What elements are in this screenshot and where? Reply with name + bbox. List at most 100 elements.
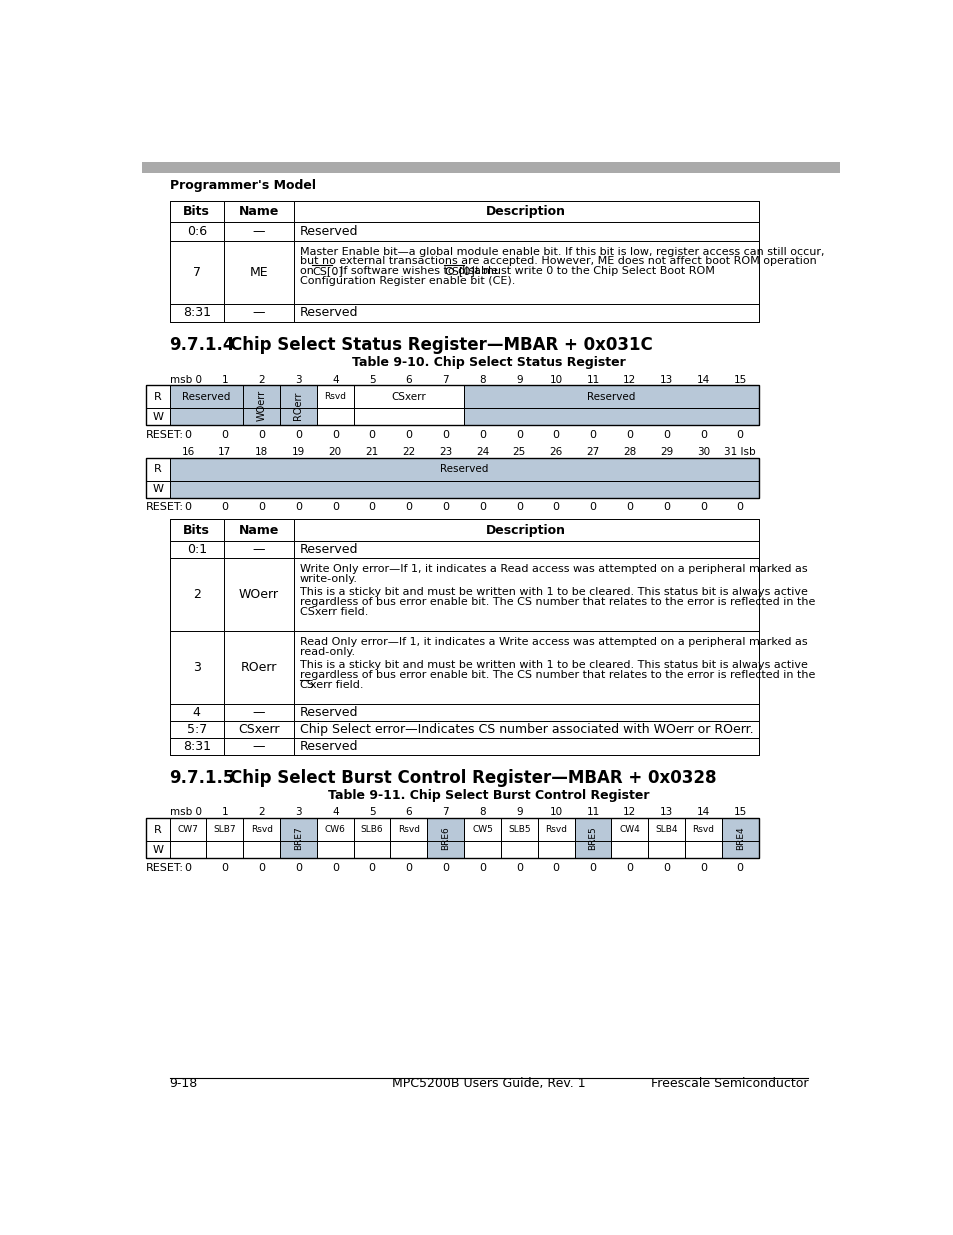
- Bar: [146, 385, 170, 409]
- Text: 0: 0: [589, 503, 596, 513]
- Text: write-only.: write-only.: [299, 574, 357, 584]
- Bar: [146, 385, 758, 425]
- Text: This is a sticky bit and must be written with 1 to be cleared. This status bit i: This is a sticky bit and must be written…: [299, 587, 807, 597]
- Bar: [170, 520, 758, 541]
- Text: Table 9-11. Chip Select Burst Control Register: Table 9-11. Chip Select Burst Control Re…: [328, 789, 649, 802]
- Bar: [464, 385, 758, 409]
- Text: 0: 0: [662, 430, 669, 440]
- Bar: [170, 739, 758, 755]
- Text: SLB6: SLB6: [360, 825, 383, 834]
- Bar: [294, 721, 758, 739]
- Text: 0: 0: [552, 863, 559, 873]
- Text: 6: 6: [405, 374, 412, 384]
- Bar: [684, 841, 721, 858]
- Text: Write Only error—If 1, it indicates a Read access was attempted on a peripheral : Write Only error—If 1, it indicates a Re…: [299, 564, 806, 574]
- Bar: [170, 304, 224, 322]
- Text: 0: 0: [516, 863, 522, 873]
- Text: 0: 0: [221, 503, 228, 513]
- Text: 3: 3: [294, 374, 301, 384]
- Bar: [224, 304, 294, 322]
- Text: 3: 3: [294, 808, 301, 818]
- Text: 0: 0: [589, 863, 596, 873]
- Bar: [294, 241, 758, 304]
- Text: 8: 8: [478, 374, 485, 384]
- Text: , it must write 0 to the Chip Select Boot ROM: , it must write 0 to the Chip Select Boo…: [464, 266, 714, 275]
- Text: 13: 13: [659, 374, 673, 384]
- Bar: [316, 818, 354, 841]
- Text: Name: Name: [238, 524, 278, 537]
- Text: 7: 7: [442, 808, 449, 818]
- Text: R: R: [154, 464, 162, 474]
- Text: Configuration Register enable bit (CE).: Configuration Register enable bit (CE).: [299, 275, 515, 285]
- Text: BRE6: BRE6: [440, 826, 450, 850]
- Text: Reserved: Reserved: [299, 306, 358, 320]
- Bar: [243, 841, 280, 858]
- Bar: [146, 458, 758, 498]
- Bar: [294, 200, 758, 222]
- Text: 25: 25: [512, 447, 525, 457]
- Text: R: R: [154, 825, 162, 835]
- Text: 0:6: 0:6: [187, 225, 207, 238]
- Text: 0: 0: [294, 430, 302, 440]
- Text: 0: 0: [405, 430, 412, 440]
- Bar: [243, 385, 280, 425]
- Text: 12: 12: [622, 808, 636, 818]
- Text: 22: 22: [402, 447, 416, 457]
- Text: CW5: CW5: [472, 825, 493, 834]
- Text: 12: 12: [622, 374, 636, 384]
- Text: 31 lsb: 31 lsb: [723, 447, 755, 457]
- Bar: [537, 841, 574, 858]
- Bar: [224, 721, 294, 739]
- Text: 0: 0: [184, 430, 192, 440]
- Bar: [500, 841, 537, 858]
- Text: 9: 9: [516, 374, 522, 384]
- Text: Bits: Bits: [183, 524, 210, 537]
- Text: —: —: [253, 543, 265, 556]
- Text: ROerr: ROerr: [294, 391, 303, 420]
- Bar: [146, 818, 758, 858]
- Bar: [464, 841, 500, 858]
- Bar: [206, 818, 243, 841]
- Bar: [170, 241, 758, 304]
- Text: 0: 0: [700, 503, 706, 513]
- Text: 5:7: 5:7: [187, 722, 207, 736]
- Bar: [280, 818, 316, 858]
- Bar: [224, 200, 294, 222]
- Bar: [316, 385, 354, 409]
- Text: 0: 0: [625, 503, 633, 513]
- Bar: [316, 409, 354, 425]
- Bar: [537, 818, 574, 841]
- Text: read-only.: read-only.: [299, 647, 355, 657]
- Bar: [170, 458, 758, 480]
- Bar: [170, 818, 206, 841]
- Text: Description: Description: [486, 524, 565, 537]
- Text: Rsvd: Rsvd: [251, 825, 273, 834]
- Bar: [280, 385, 316, 425]
- Text: Chip Select Burst Control Register—MBAR + 0x0328: Chip Select Burst Control Register—MBAR …: [230, 769, 716, 787]
- Text: 0: 0: [294, 863, 302, 873]
- Text: Rsvd: Rsvd: [324, 393, 346, 401]
- Text: on: on: [299, 266, 316, 275]
- Text: 0: 0: [442, 863, 449, 873]
- Bar: [224, 558, 294, 631]
- Bar: [224, 222, 294, 241]
- Text: 8: 8: [478, 808, 485, 818]
- Text: CS: CS: [299, 680, 314, 690]
- Bar: [146, 480, 170, 498]
- Text: regardless of bus error enable bit. The CS number that relates to the error is r: regardless of bus error enable bit. The …: [299, 597, 815, 608]
- Text: Reserved: Reserved: [299, 706, 358, 719]
- Text: 0: 0: [258, 430, 265, 440]
- Text: 0: 0: [442, 503, 449, 513]
- Text: 2: 2: [258, 808, 265, 818]
- Bar: [294, 222, 758, 241]
- Text: MPC5200B Users Guide, Rev. 1: MPC5200B Users Guide, Rev. 1: [392, 1077, 585, 1091]
- Text: 6: 6: [405, 808, 412, 818]
- Bar: [316, 841, 354, 858]
- Text: 0: 0: [478, 430, 485, 440]
- Text: 0: 0: [368, 863, 375, 873]
- Text: 24: 24: [476, 447, 489, 457]
- Text: Rsvd: Rsvd: [692, 825, 714, 834]
- Text: 0: 0: [184, 863, 192, 873]
- Text: 4: 4: [193, 706, 200, 719]
- Text: W: W: [152, 845, 163, 855]
